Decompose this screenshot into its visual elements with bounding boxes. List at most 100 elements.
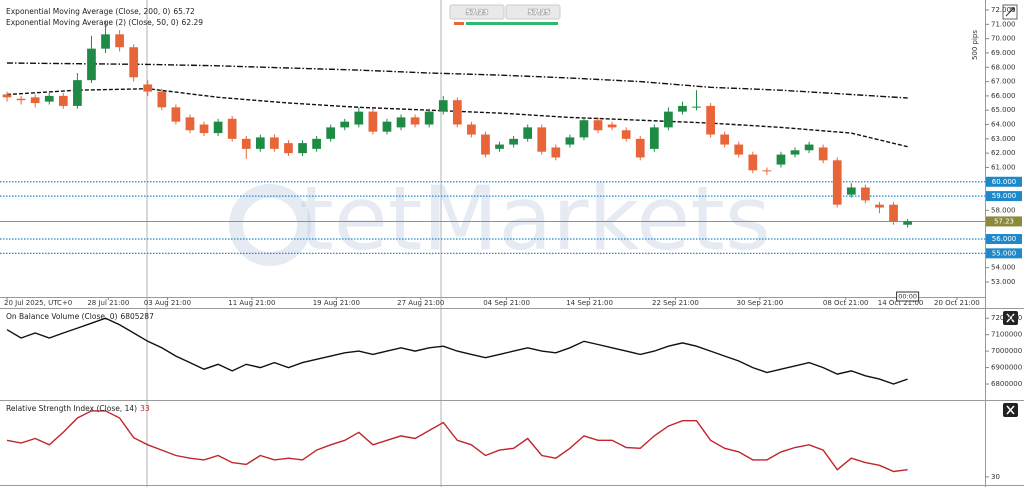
candle-body <box>889 204 898 222</box>
last-price-label: 57.23 <box>994 217 1014 225</box>
level-label: 56.000 <box>992 235 1017 243</box>
candle-body <box>298 143 307 154</box>
candle-body <box>241 138 251 149</box>
x-tick-label: 03 Aug 21:00 <box>144 299 191 307</box>
candle-body <box>284 143 293 154</box>
crosshairs <box>146 0 442 487</box>
legend-value: 33 <box>140 404 150 413</box>
level-label: 59.000 <box>992 192 1017 200</box>
candle-body <box>270 137 279 149</box>
candle-body <box>2 94 12 98</box>
candle-body <box>115 34 124 48</box>
close-glyph <box>1006 405 1015 415</box>
close-button[interactable] <box>1003 311 1018 325</box>
x-tick-label: 20 Jul 2025, UTC+0 <box>4 299 72 307</box>
last-price-box <box>986 216 1022 227</box>
candle-body <box>185 117 195 131</box>
candle-body <box>452 100 462 125</box>
candle-body <box>903 221 912 225</box>
candle-body <box>790 150 800 155</box>
candle-body <box>649 127 659 149</box>
candle-body <box>720 134 730 145</box>
candle-body <box>73 80 82 106</box>
y-tick-label: 6900000 <box>991 364 1022 372</box>
expand-button[interactable] <box>1002 4 1018 20</box>
scale-label: 500 pips <box>971 30 979 60</box>
candle-body <box>87 48 96 81</box>
candle-body <box>143 84 153 92</box>
cursor-label-box <box>896 291 920 302</box>
trade-panel[interactable]: 57.23 57.25 <box>449 4 561 25</box>
candle-body <box>199 124 209 134</box>
legend-name: On Balance Volume (Close, 0) <box>6 312 118 321</box>
candle-body <box>354 111 364 125</box>
y-tick-label: 64.000 <box>991 121 1016 129</box>
legend-value: 65.72 <box>173 7 195 16</box>
x-tick-label: 11 Aug 21:00 <box>228 299 275 307</box>
buy-price: 57.25 <box>528 9 550 17</box>
candle-body <box>396 117 406 128</box>
y-tick-label: 54.000 <box>991 264 1016 272</box>
candle-body <box>818 147 828 161</box>
candle-body <box>227 118 237 139</box>
candle-body <box>16 98 26 101</box>
x-tick-label: 27 Aug 21:00 <box>397 299 444 307</box>
expand-glyph <box>1005 7 1015 17</box>
candle-body <box>579 120 589 138</box>
candle-body <box>635 138 645 158</box>
candle-body <box>706 105 715 135</box>
y-tick-label: 70.000 <box>991 35 1016 43</box>
level-label: 55.000 <box>992 249 1017 257</box>
series-line <box>6 87 908 148</box>
candle-body <box>593 120 603 131</box>
candle-body <box>748 154 758 171</box>
y-tick-label: 65.000 <box>991 106 1016 114</box>
y-tick-label: 72.000 <box>991 6 1016 14</box>
x-tick-label: 20 Oct 21:00 <box>934 299 980 307</box>
y-tick-label: 7000000 <box>991 347 1022 355</box>
sell-bar <box>454 22 464 25</box>
candle-body <box>776 154 786 165</box>
candle-body <box>410 117 420 125</box>
candle-body <box>30 97 40 104</box>
y-tick-label: 67.000 <box>991 78 1016 86</box>
y-tick-label: 7200000 <box>991 314 1022 322</box>
sell-button[interactable] <box>449 4 505 20</box>
candle-body <box>312 138 321 149</box>
x-tick-label: 22 Sep 21:00 <box>652 299 699 307</box>
candle-body <box>565 137 575 145</box>
candle-body <box>438 100 448 112</box>
y-tick-label: 63.000 <box>991 135 1016 143</box>
close-button[interactable] <box>1003 403 1018 417</box>
y-tick-label: 53.000 <box>991 278 1016 286</box>
candle-body <box>129 47 139 78</box>
legend-value: 6805287 <box>120 312 154 321</box>
buy-bar <box>466 22 558 25</box>
candle-body <box>832 160 842 205</box>
x-tick-label: 08 Oct 21:00 <box>823 299 869 307</box>
candle-body <box>734 144 744 155</box>
y-tick-label: 61.000 <box>991 163 1016 171</box>
candle-body <box>171 107 181 122</box>
level-label: 60.000 <box>992 178 1017 186</box>
candle-body <box>621 130 631 139</box>
candle-body <box>495 144 504 149</box>
buy-button[interactable] <box>505 4 561 20</box>
y-tick-label: 69.000 <box>991 49 1016 57</box>
candle-body <box>523 127 533 139</box>
level-label-box <box>986 191 1022 202</box>
y-tick-label: 68.000 <box>991 63 1016 71</box>
legend-name: Relative Strength Index (Close, 14) <box>6 404 137 413</box>
candle-body <box>551 147 561 158</box>
cursor-label: 00:00 <box>898 293 917 301</box>
y-tick-label: 30 <box>991 473 1000 481</box>
candle-body <box>664 111 673 128</box>
y-tick-label: 6800000 <box>991 380 1022 388</box>
legend-value: 62.29 <box>182 18 204 27</box>
candle-body <box>481 134 490 155</box>
candle-body <box>762 170 772 172</box>
candle-body <box>861 187 870 201</box>
